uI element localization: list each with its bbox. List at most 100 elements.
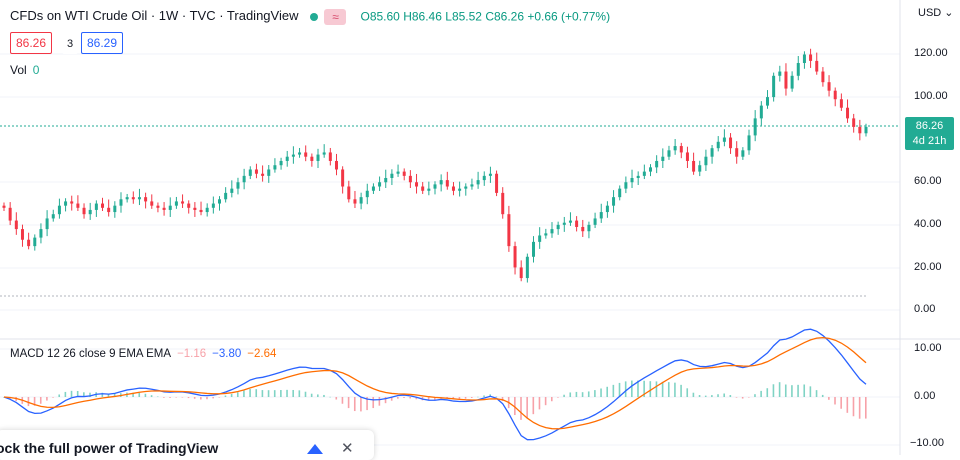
macd-hist-bar xyxy=(809,386,812,397)
candle-body xyxy=(341,169,345,187)
macd-hist-bar xyxy=(834,397,836,405)
candle-body xyxy=(119,199,123,206)
macd-hist-bar xyxy=(550,397,553,402)
macd-hist-bar xyxy=(175,397,177,398)
promo-banner[interactable]: ock the full power of TradingView ✕ xyxy=(0,430,374,460)
candle-body xyxy=(550,229,554,234)
macd-hist-bar xyxy=(631,380,633,397)
candle-body xyxy=(593,218,597,225)
macd-hist-bar xyxy=(852,397,855,417)
candle-body xyxy=(94,203,98,210)
candle-body xyxy=(353,199,357,204)
candle-body xyxy=(298,152,302,155)
market-status-dot xyxy=(310,12,319,21)
candle-body xyxy=(328,152,332,161)
macd-hist-bar xyxy=(52,397,54,398)
macd-hist-bar xyxy=(236,392,239,397)
candle-body xyxy=(415,182,419,187)
candle-body xyxy=(199,209,203,213)
macd-value: −3.80 xyxy=(212,348,242,360)
signal-value: −2.64 xyxy=(247,348,277,360)
macd-hist-bar xyxy=(661,381,664,397)
macd-hist-bar xyxy=(415,397,418,400)
macd-hist-bar xyxy=(858,397,861,419)
macd-hist-bar xyxy=(612,384,615,397)
candle-body xyxy=(710,148,714,157)
candle-body xyxy=(722,137,726,142)
candle-body xyxy=(304,152,308,157)
candle-body xyxy=(205,207,209,213)
macd-hist-bar xyxy=(600,388,602,397)
promo-text: ock the full power of TradingView xyxy=(0,440,219,456)
macd-hist-bar xyxy=(397,397,399,399)
macd-hist-bar xyxy=(772,384,775,397)
macd-hist-bar xyxy=(280,390,282,397)
macd-hist-bar xyxy=(132,392,134,397)
macd-hist-bar xyxy=(846,397,849,413)
candle-body xyxy=(70,201,74,204)
candle-body xyxy=(495,173,499,193)
price-tick: 100.00 xyxy=(914,90,948,102)
macd-hist-bar xyxy=(766,388,769,397)
macd-hist-bar xyxy=(224,395,227,397)
macd-hist-bar xyxy=(304,391,307,397)
candle-body xyxy=(642,171,646,176)
candle-body xyxy=(137,197,141,200)
candle-body xyxy=(759,105,763,119)
buy-button[interactable]: 86.29 xyxy=(81,32,124,54)
ohlc-values: O85.60 H86.46 L85.52 C86.26 +0.66 (+0.77… xyxy=(360,9,611,24)
candle-body xyxy=(322,152,326,155)
candle-body xyxy=(439,180,443,185)
candle-body xyxy=(174,201,178,206)
macd-hist-bar xyxy=(39,397,42,404)
macd-hist-bar xyxy=(717,394,719,397)
candle-body xyxy=(390,173,394,178)
candle-body xyxy=(679,146,683,153)
candle-body xyxy=(605,205,609,213)
macd-hist-bar xyxy=(741,397,744,399)
candle-body xyxy=(236,182,240,189)
candle-body xyxy=(778,71,782,76)
macd-hist-bar xyxy=(575,391,578,397)
candle-body xyxy=(279,160,283,166)
macd-hist-bar xyxy=(353,397,356,412)
macd-hist-bar xyxy=(587,391,590,397)
macd-hist-bar xyxy=(803,384,806,397)
close-icon[interactable]: ✕ xyxy=(341,440,354,457)
macd-hist-bar xyxy=(76,390,79,397)
price-tick: 40.00 xyxy=(914,218,942,230)
price-tick: 120.00 xyxy=(914,47,948,59)
candle-body xyxy=(378,182,382,187)
macd-hist-bar xyxy=(181,397,184,398)
macd-hist-bar xyxy=(317,394,319,397)
sell-button[interactable]: 86.26 xyxy=(10,32,53,54)
candle-body xyxy=(445,180,449,187)
candle-body xyxy=(316,154,320,161)
macd-hist-bar xyxy=(46,397,48,401)
candle-body xyxy=(716,141,720,149)
macd-hist-bar xyxy=(532,397,535,415)
currency-selector[interactable]: USD ⌄ xyxy=(918,7,954,19)
macd-hist-bar xyxy=(113,393,116,397)
chart-legend: CFDs on WTI Crude Oil · 1W · TVC · Tradi… xyxy=(10,8,610,25)
macd-hist-bar xyxy=(427,397,430,401)
candle-body xyxy=(125,197,129,200)
candle-body xyxy=(476,180,480,185)
volume-legend[interactable]: Vol 0 xyxy=(10,63,40,77)
macd-hist-bar xyxy=(637,380,639,397)
candle-body xyxy=(76,203,80,208)
macd-hist-bar xyxy=(828,397,830,400)
macd-hist-bar xyxy=(360,397,362,412)
approx-badge: ≈ xyxy=(324,8,347,25)
macd-hist-bar xyxy=(273,390,276,397)
candle-body xyxy=(267,169,271,176)
macd-legend[interactable]: MACD 12 26 close 9 EMA EMA −1.16 −3.80 −2.6… xyxy=(10,348,277,360)
macd-hist-bar xyxy=(797,384,799,397)
macd-hist-bar xyxy=(107,393,110,397)
macd-hist-bar xyxy=(218,397,221,398)
candle-body xyxy=(88,209,92,215)
symbol-title[interactable]: CFDs on WTI Crude Oil · 1W · TVC · Tradi… xyxy=(10,8,299,23)
candle-body xyxy=(248,169,252,176)
candle-body xyxy=(150,201,154,206)
